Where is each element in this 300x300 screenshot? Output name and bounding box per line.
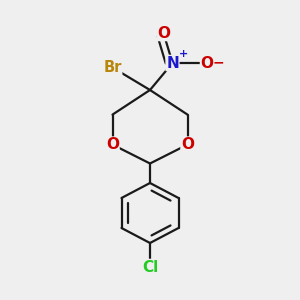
Text: O: O bbox=[200, 56, 214, 70]
Text: Cl: Cl bbox=[142, 260, 158, 274]
Text: O: O bbox=[106, 137, 119, 152]
Text: N: N bbox=[166, 56, 179, 70]
Text: −: − bbox=[213, 56, 224, 69]
Text: O: O bbox=[157, 26, 170, 40]
Text: +: + bbox=[178, 49, 188, 59]
Text: Br: Br bbox=[103, 60, 122, 75]
Text: O: O bbox=[181, 137, 194, 152]
